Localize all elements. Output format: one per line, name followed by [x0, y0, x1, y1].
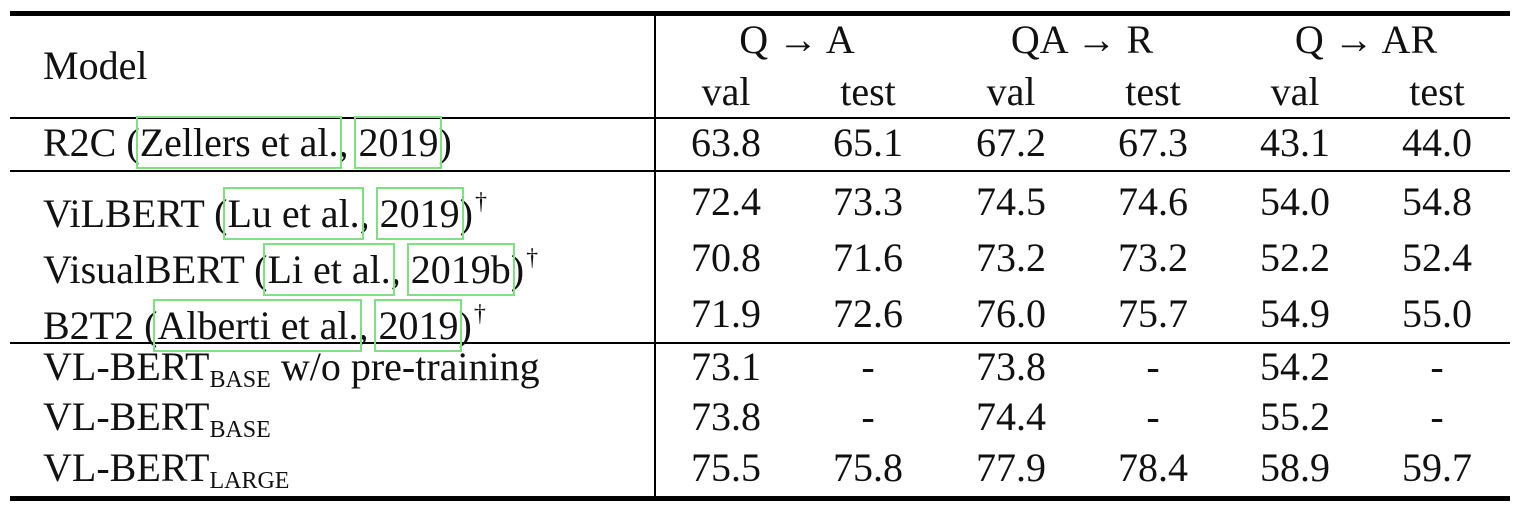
top-rule: [10, 11, 1510, 16]
citation-link[interactable]: Zellers et al.: [135, 116, 343, 169]
header-group-q-ar: Q → AR: [1294, 17, 1438, 62]
table-cell: 73.1: [691, 344, 761, 389]
dagger-mark: †: [473, 301, 486, 327]
table-cell: 54.8: [1402, 179, 1472, 224]
dagger-mark: †: [474, 189, 487, 215]
table-row-model: B2T2 (Alberti et al., 2019)†: [43, 299, 486, 352]
header-test: test: [840, 69, 896, 114]
table-cell: 71.6: [833, 235, 903, 280]
table-cell: 74.4: [976, 394, 1046, 439]
header-model: Model: [43, 43, 148, 88]
table-cell: 70.8: [691, 235, 761, 280]
table-cell: -: [1146, 344, 1160, 389]
table-cell: 71.9: [691, 291, 761, 336]
table-cell: 44.0: [1402, 120, 1472, 165]
header-group-q-a: Q → A: [739, 17, 855, 62]
citation-year-link[interactable]: 2019b: [406, 243, 515, 296]
table-row-model: R2C (Zellers et al., 2019): [43, 116, 452, 169]
table-cell: 54.0: [1260, 179, 1330, 224]
table-row-model: VisualBERT (Li et al., 2019b)†: [43, 243, 539, 296]
header-val: val: [1270, 69, 1320, 114]
header-val: val: [986, 69, 1036, 114]
table-cell: -: [861, 394, 875, 439]
table-cell: 63.8: [691, 120, 761, 165]
table-cell: -: [1146, 394, 1160, 439]
table-cell: 58.9: [1260, 445, 1330, 490]
bottom-rule: [10, 496, 1510, 501]
group-rule-2: [10, 342, 1510, 344]
table-cell: 65.1: [833, 120, 903, 165]
group-rule-1: [10, 170, 1510, 172]
table-cell: -: [1430, 344, 1444, 389]
table-cell: 74.5: [976, 179, 1046, 224]
header-test: test: [1409, 69, 1465, 114]
citation-link[interactable]: Lu et al.: [223, 187, 364, 240]
citation-year-link[interactable]: 2019: [354, 116, 443, 169]
dagger-mark: †: [526, 245, 539, 271]
citation-link[interactable]: Li et al.: [263, 243, 395, 296]
citation-link[interactable]: Alberti et al.: [153, 299, 363, 352]
citation-year-link[interactable]: 2019: [375, 187, 464, 240]
table-cell: 67.3: [1118, 120, 1188, 165]
table-cell: 73.8: [691, 394, 761, 439]
table-cell: 52.2: [1260, 235, 1330, 280]
table-row-model: VL-BERTBASE w/o pre-training: [43, 344, 540, 393]
table-cell: 73.8: [976, 344, 1046, 389]
table-cell: 73.2: [1118, 235, 1188, 280]
table-cell: 59.7: [1402, 445, 1472, 490]
table-cell: 72.4: [691, 179, 761, 224]
table-row-model: ViLBERT (Lu et al., 2019)†: [43, 187, 487, 240]
table-cell: 76.0: [976, 291, 1046, 336]
table-cell: 67.2: [976, 120, 1046, 165]
table-cell: 75.7: [1118, 291, 1188, 336]
column-divider: [654, 16, 656, 496]
table-cell: 55.0: [1402, 291, 1472, 336]
header-group-qa-r: QA → R: [1010, 17, 1154, 62]
header-test: test: [1125, 69, 1181, 114]
table-cell: 77.9: [976, 445, 1046, 490]
header-val: val: [701, 69, 751, 114]
header-rule: [10, 117, 1510, 119]
citation-year-link[interactable]: 2019: [374, 299, 463, 352]
table-cell: 73.2: [976, 235, 1046, 280]
table-cell: 73.3: [833, 179, 903, 224]
table-cell: 74.6: [1118, 179, 1188, 224]
table-cell: 72.6: [833, 291, 903, 336]
table-cell: -: [1430, 394, 1444, 439]
table-cell: 55.2: [1260, 394, 1330, 439]
table-cell: 52.4: [1402, 235, 1472, 280]
table-row-model: VL-BERTBASE: [43, 394, 271, 443]
table-cell: 54.9: [1260, 291, 1330, 336]
table-row-model: VL-BERTLARGE: [43, 445, 290, 494]
table-cell: 78.4: [1118, 445, 1188, 490]
table-cell: 75.8: [833, 445, 903, 490]
table-cell: 43.1: [1260, 120, 1330, 165]
table-cell: 75.5: [691, 445, 761, 490]
table-cell: 54.2: [1260, 344, 1330, 389]
table-cell: -: [861, 344, 875, 389]
